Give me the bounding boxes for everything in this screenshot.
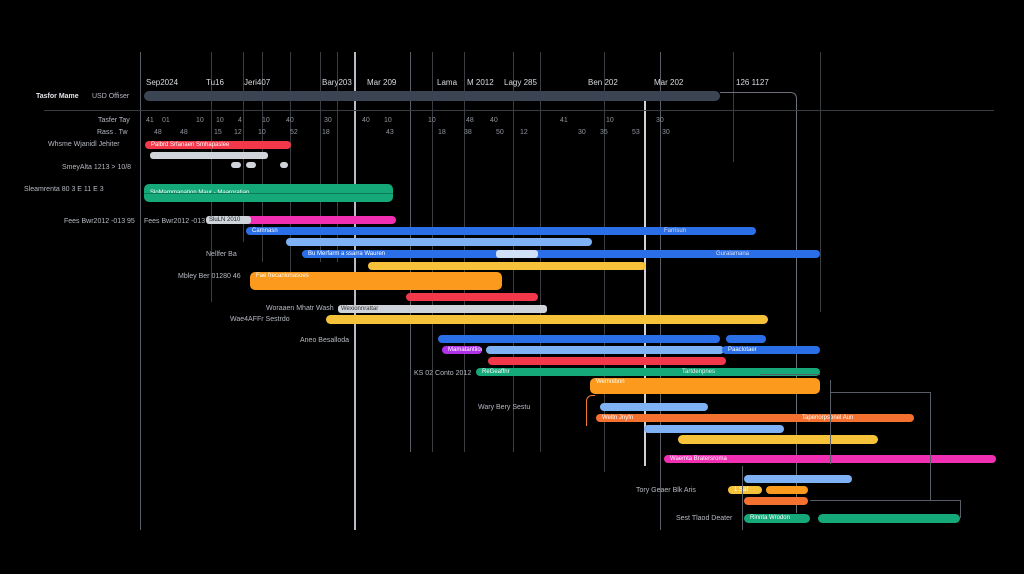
row-label[interactable]: Tory Geaer Blk Aris xyxy=(636,487,696,494)
header-date: 126 1127 xyxy=(736,78,769,87)
task-bar[interactable]: Wemnibnn xyxy=(590,378,820,394)
header-date: Bary203 xyxy=(322,78,352,87)
summary-bar[interactable] xyxy=(144,91,720,101)
row-label[interactable]: Rass . Tw xyxy=(97,129,128,136)
task-bar[interactable] xyxy=(206,216,396,224)
header-date: Mar 202 xyxy=(654,78,684,87)
task-bar[interactable] xyxy=(488,357,726,365)
dependency-line xyxy=(760,374,820,375)
dependency-line xyxy=(742,466,743,530)
task-bar[interactable] xyxy=(600,403,708,411)
task-bar[interactable] xyxy=(486,346,724,354)
task-bar[interactable]: Paaclotaer xyxy=(722,346,820,354)
task-bar[interactable] xyxy=(438,335,720,343)
header-divider xyxy=(44,110,994,111)
row-label[interactable]: Fees Bwr2012 -013 95 xyxy=(64,218,135,225)
row-label[interactable]: Aneo Besalloda xyxy=(300,337,350,344)
dependency-line xyxy=(930,392,931,500)
task-bar[interactable]: Fae frecanlonasoes xyxy=(250,272,502,290)
task-bar[interactable] xyxy=(326,315,768,324)
header-date: Ben 202 xyxy=(588,78,618,87)
row-label[interactable]: Wary Bery Sestu xyxy=(478,404,531,411)
dependency-line xyxy=(830,380,831,464)
task-bar[interactable] xyxy=(406,293,538,301)
task-bar[interactable]: ReGeaffnr xyxy=(476,368,820,376)
task-bar[interactable] xyxy=(766,486,808,494)
row-label[interactable]: Fees Bwr2012 -013 95 xyxy=(144,218,215,225)
bar-label: Guralamana xyxy=(716,251,750,257)
dependency-line xyxy=(810,500,960,501)
summary-connector xyxy=(720,92,797,513)
header-date: Mar 209 xyxy=(367,78,397,87)
task-chip[interactable] xyxy=(280,162,288,168)
task-bar[interactable]: Camnasn xyxy=(246,227,756,235)
row-label[interactable]: SmeyAlta 1213 > 10/8 xyxy=(62,164,132,171)
row-label[interactable]: Tasfer Tay xyxy=(98,117,130,124)
column-header-label: USD Offiser xyxy=(92,93,130,100)
header-date: M 2012 xyxy=(467,78,494,87)
bar-label: Tapenorpsonel Aun xyxy=(802,415,854,421)
task-bar[interactable] xyxy=(286,238,592,246)
task-bar[interactable] xyxy=(744,497,808,505)
task-bar[interactable] xyxy=(818,514,960,523)
bar-label: Tartdenpnes xyxy=(682,369,716,375)
row-label[interactable]: Mbley Ber 01280 46 xyxy=(178,273,241,280)
row-label[interactable]: Whsme Wjanidl Jehiter xyxy=(48,141,120,148)
header-date: Sep2024 xyxy=(146,78,179,87)
current-time-marker[interactable] xyxy=(354,52,356,530)
task-bar[interactable]: Palbrd Srfanaen Smhapaslee xyxy=(145,141,291,149)
task-bar[interactable]: Rinnta Wrodon xyxy=(744,514,810,523)
row-label[interactable]: Sleamrenta 80 3 E 11 E 3 xyxy=(24,186,104,193)
row-label[interactable]: KS 02 Conto 2012 xyxy=(414,370,472,377)
task-bar[interactable] xyxy=(678,435,878,444)
task-bar[interactable]: Mamatantlionsl xyxy=(442,346,482,354)
task-chip[interactable] xyxy=(231,162,241,168)
bar-label: Farrisun xyxy=(664,228,687,234)
header-date: Jeri407 xyxy=(244,78,271,87)
task-bar[interactable]: 1 Saf xyxy=(728,486,762,494)
dependency-line xyxy=(830,392,930,393)
task-chip[interactable] xyxy=(496,250,538,258)
dependency-line xyxy=(960,500,961,518)
row-label[interactable]: Wae4AFFr Sestrdo xyxy=(230,316,290,323)
header-date: Tu16 xyxy=(206,78,224,87)
task-bar[interactable] xyxy=(644,425,784,433)
task-chip[interactable] xyxy=(246,162,256,168)
task-chip[interactable]: Wexionnrattar xyxy=(338,305,547,313)
task-chip[interactable]: SluLN 2010 xyxy=(206,216,251,224)
playhead-marker[interactable] xyxy=(644,92,646,466)
header-date: Lagy 285 xyxy=(504,78,537,87)
task-bar[interactable]: Weltn Jnyfn xyxy=(596,414,914,422)
row-label[interactable]: Woraaen Mhatr Wash xyxy=(266,305,334,312)
task-bar[interactable]: Bu Merfarm a ssarra Wauren xyxy=(302,250,820,258)
task-bar[interactable] xyxy=(744,475,852,483)
row-label[interactable]: Nellfer Ba xyxy=(206,251,237,258)
task-name-header: Tasfor Mame xyxy=(36,93,79,100)
header-date: Lama xyxy=(437,78,458,87)
task-bar[interactable] xyxy=(368,262,646,270)
task-bar[interactable] xyxy=(726,335,766,343)
dependency-connector xyxy=(586,395,595,426)
task-bar-divider xyxy=(144,193,393,194)
row-label[interactable]: Sest Tlaod Deater xyxy=(676,515,733,522)
task-chip[interactable] xyxy=(150,152,268,159)
